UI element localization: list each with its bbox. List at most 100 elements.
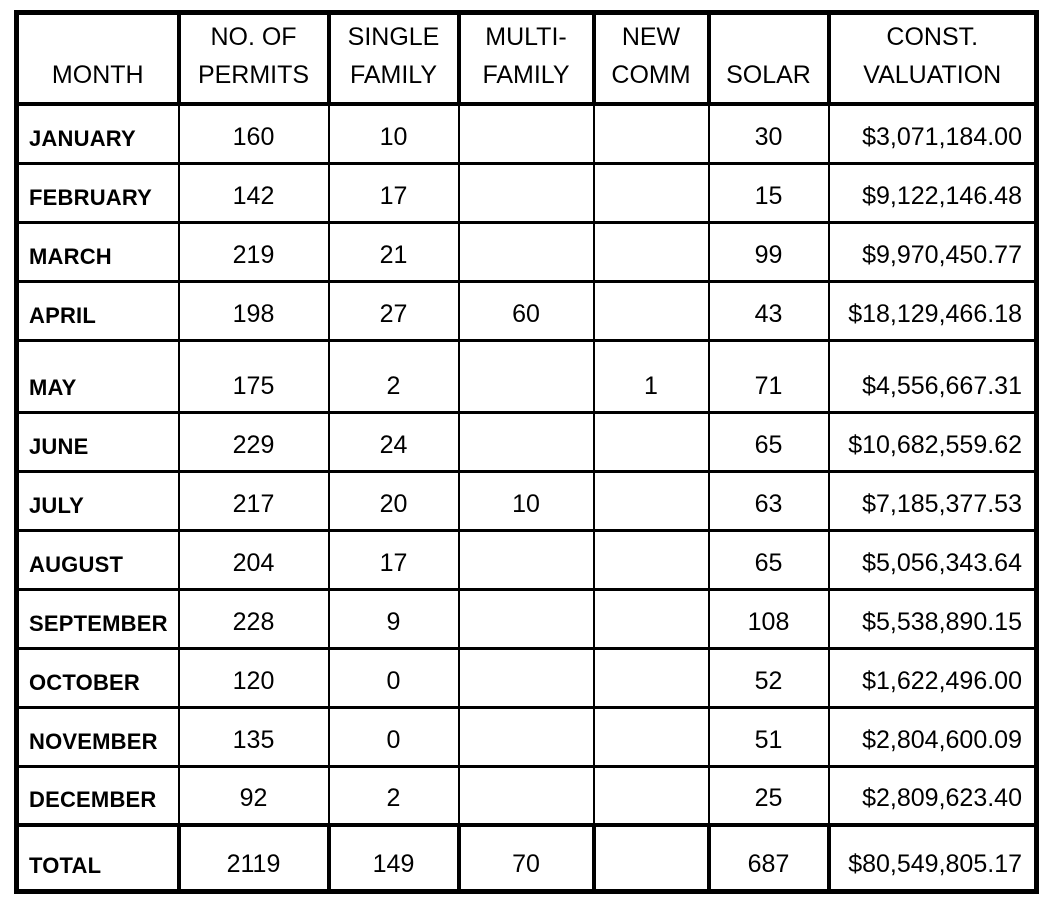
month-cell: MARCH <box>15 220 180 283</box>
solar-cell: 15 <box>707 161 830 224</box>
column-header-multi-family: MULTI- FAMILY <box>456 10 596 106</box>
solar-cell: 108 <box>707 587 830 650</box>
table-header-row: MONTH NO. OF PERMITS SINGLE FAMILY MULTI… <box>14 10 1039 106</box>
valuation-cell: $18,129,466.18 <box>827 279 1038 342</box>
table-row-september: SEPTEMBER 228 9 108 $5,538,890.15 <box>15 587 1038 650</box>
month-cell: DECEMBER <box>15 764 180 827</box>
multi-family-cell: 60 <box>457 279 595 342</box>
multi-family-cell: 10 <box>457 469 595 532</box>
new-comm-cell <box>592 528 710 591</box>
column-header-month: MONTH <box>14 10 181 106</box>
table-sheet: MONTH NO. OF PERMITS SINGLE FAMILY MULTI… <box>14 10 1039 894</box>
permits-cell: 120 <box>177 646 330 709</box>
solar-cell: 63 <box>707 469 830 532</box>
permits-cell: 228 <box>177 587 330 650</box>
solar-cell: 25 <box>707 764 830 827</box>
table-row-june: JUNE 229 24 65 $10,682,559.62 <box>15 410 1038 473</box>
month-cell: JULY <box>15 469 180 532</box>
permits-cell: 142 <box>177 161 330 224</box>
total-single-family-cell: 149 <box>326 823 461 893</box>
table-row-december: DECEMBER 92 2 25 $2,809,623.40 <box>15 764 1038 827</box>
month-cell: MAY <box>15 338 180 414</box>
new-comm-cell <box>592 279 710 342</box>
valuation-cell: $7,185,377.53 <box>827 469 1038 532</box>
solar-cell: 65 <box>707 410 830 473</box>
valuation-cell: $2,809,623.40 <box>827 764 1038 827</box>
month-cell: NOVEMBER <box>15 705 180 768</box>
month-cell: JANUARY <box>15 102 180 165</box>
month-cell: SEPTEMBER <box>15 587 180 650</box>
valuation-cell: $9,970,450.77 <box>827 220 1038 283</box>
new-comm-cell <box>592 587 710 650</box>
solar-cell: 99 <box>707 220 830 283</box>
monthly-permits-table: MONTH NO. OF PERMITS SINGLE FAMILY MULTI… <box>14 10 1039 894</box>
single-family-cell: 17 <box>327 161 460 224</box>
multi-family-cell <box>457 646 595 709</box>
month-cell: FEBRUARY <box>15 161 180 224</box>
permits-cell: 229 <box>177 410 330 473</box>
solar-cell: 71 <box>707 338 830 414</box>
column-header-new-comm: NEW COMM <box>591 10 711 106</box>
table-row-march: MARCH 219 21 99 $9,970,450.77 <box>15 220 1038 283</box>
valuation-cell: $2,804,600.09 <box>827 705 1038 768</box>
valuation-cell: $5,056,343.64 <box>827 528 1038 591</box>
valuation-cell: $4,556,667.31 <box>827 338 1038 414</box>
permits-cell: 175 <box>177 338 330 414</box>
single-family-cell: 2 <box>327 764 460 827</box>
solar-cell: 65 <box>707 528 830 591</box>
permits-cell: 160 <box>177 102 330 165</box>
new-comm-cell <box>592 161 710 224</box>
column-header-valuation: CONST. VALUATION <box>826 10 1039 106</box>
table-row-may: MAY 175 2 1 71 $4,556,667.31 <box>15 338 1038 414</box>
solar-cell: 43 <box>707 279 830 342</box>
month-cell: AUGUST <box>15 528 180 591</box>
permits-cell: 135 <box>177 705 330 768</box>
solar-cell: 30 <box>707 102 830 165</box>
valuation-cell: $1,622,496.00 <box>827 646 1038 709</box>
new-comm-cell <box>592 705 710 768</box>
column-header-single-family: SINGLE FAMILY <box>326 10 461 106</box>
valuation-cell: $10,682,559.62 <box>827 410 1038 473</box>
multi-family-cell <box>457 161 595 224</box>
new-comm-cell <box>592 764 710 827</box>
solar-cell: 51 <box>707 705 830 768</box>
permits-cell: 217 <box>177 469 330 532</box>
table-row-august: AUGUST 204 17 65 $5,056,343.64 <box>15 528 1038 591</box>
multi-family-cell <box>457 587 595 650</box>
table-row-february: FEBRUARY 142 17 15 $9,122,146.48 <box>15 161 1038 224</box>
single-family-cell: 2 <box>327 338 460 414</box>
permits-cell: 198 <box>177 279 330 342</box>
single-family-cell: 27 <box>327 279 460 342</box>
new-comm-cell <box>592 410 710 473</box>
column-header-solar: SOLAR <box>706 10 831 106</box>
single-family-cell: 10 <box>327 102 460 165</box>
column-header-permits: NO. OF PERMITS <box>176 10 331 106</box>
valuation-cell: $3,071,184.00 <box>827 102 1038 165</box>
multi-family-cell <box>457 528 595 591</box>
permits-cell: 204 <box>177 528 330 591</box>
total-multi-family-cell: 70 <box>456 823 596 893</box>
multi-family-cell <box>457 220 595 283</box>
new-comm-cell <box>592 220 710 283</box>
new-comm-cell <box>592 102 710 165</box>
single-family-cell: 0 <box>327 646 460 709</box>
valuation-cell: $5,538,890.15 <box>827 587 1038 650</box>
multi-family-cell <box>457 410 595 473</box>
permits-cell: 219 <box>177 220 330 283</box>
single-family-cell: 20 <box>327 469 460 532</box>
permits-cell: 92 <box>177 764 330 827</box>
total-permits-cell: 2119 <box>176 823 331 893</box>
total-solar-cell: 687 <box>706 823 831 893</box>
table-row-april: APRIL 198 27 60 43 $18,129,466.18 <box>15 279 1038 342</box>
table-row-november: NOVEMBER 135 0 51 $2,804,600.09 <box>15 705 1038 768</box>
single-family-cell: 24 <box>327 410 460 473</box>
multi-family-cell <box>457 102 595 165</box>
month-cell: APRIL <box>15 279 180 342</box>
single-family-cell: 9 <box>327 587 460 650</box>
single-family-cell: 0 <box>327 705 460 768</box>
table-row-july: JULY 217 20 10 63 $7,185,377.53 <box>15 469 1038 532</box>
total-new-comm-cell <box>591 823 711 893</box>
new-comm-cell <box>592 646 710 709</box>
table-row-january: JANUARY 160 10 30 $3,071,184.00 <box>15 102 1038 165</box>
